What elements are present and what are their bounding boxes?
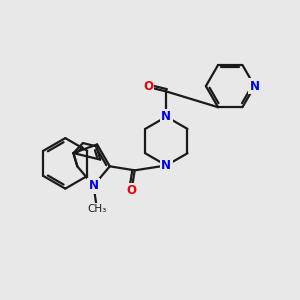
Text: N: N xyxy=(161,159,171,172)
Text: O: O xyxy=(126,184,136,197)
Text: N: N xyxy=(161,110,171,123)
Text: O: O xyxy=(143,80,153,94)
Text: CH₃: CH₃ xyxy=(87,204,106,214)
Text: N: N xyxy=(88,179,98,192)
Text: N: N xyxy=(250,80,260,93)
